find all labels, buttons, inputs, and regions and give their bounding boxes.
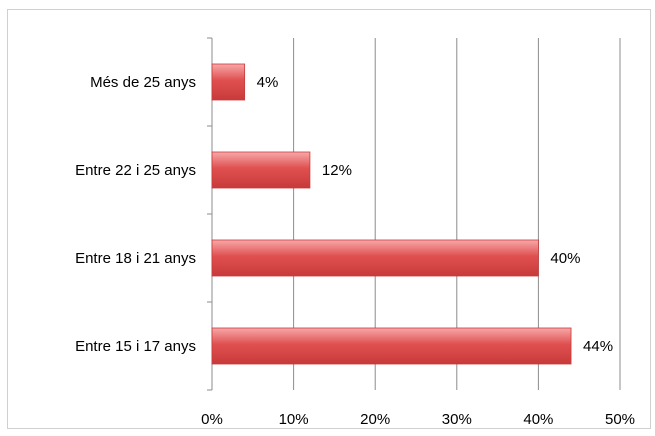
data-label: 44%	[583, 338, 613, 355]
labels: 0% 10% 20% 30% 40% 50% Més de 25 anys 4% Entre 2…	[75, 74, 635, 428]
category-label: Més de 25 anys	[90, 74, 196, 91]
y-axis	[207, 37, 213, 391]
x-tick-label: 50%	[605, 411, 635, 428]
bar	[211, 151, 311, 189]
x-tick-label: 20%	[360, 411, 390, 428]
category-label: Entre 22 i 25 anys	[75, 162, 196, 179]
bar	[211, 327, 572, 365]
category-label: Entre 15 i 17 anys	[75, 338, 196, 355]
x-tick-label: 10%	[279, 411, 309, 428]
x-tick-label: 40%	[523, 411, 553, 428]
data-label: 40%	[550, 250, 580, 267]
bar	[211, 239, 539, 277]
data-label: 12%	[322, 162, 352, 179]
x-tick-label: 30%	[442, 411, 472, 428]
bar	[211, 63, 246, 101]
x-tick-label: 0%	[201, 411, 223, 428]
data-label: 4%	[257, 74, 279, 91]
category-label: Entre 18 i 21 anys	[75, 250, 196, 267]
bars	[211, 63, 572, 365]
